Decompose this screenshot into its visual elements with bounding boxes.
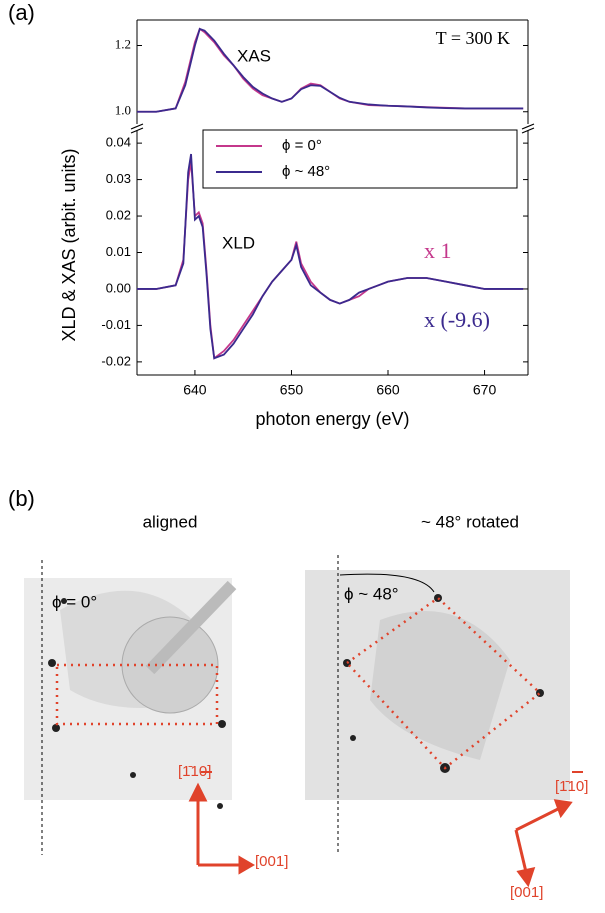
- axis-label: [1̄10]: [178, 763, 211, 780]
- legend-label: ϕ ~ 48°: [282, 163, 330, 180]
- data-line: [137, 153, 524, 360]
- chart-title: XLD: [222, 233, 255, 252]
- axis-label: [1̄10]: [555, 778, 588, 795]
- annotation: x (-9.6): [424, 307, 490, 332]
- x-tick-label: 640: [183, 382, 207, 398]
- y-tick-label: 0.03: [106, 171, 131, 186]
- y-tick-label: 1.2: [115, 36, 131, 51]
- angle-label: ϕ ~ 48°: [344, 584, 399, 603]
- left-image: [24, 578, 237, 809]
- chart-title: XAS: [237, 46, 271, 65]
- legend-label: ϕ = 0°: [282, 137, 322, 154]
- panel-label: (b): [8, 486, 35, 511]
- panel-label: (a): [8, 0, 35, 25]
- y-tick-label: 0.04: [106, 135, 131, 150]
- image-title: ~ 48° rotated: [421, 512, 519, 531]
- image-title: aligned: [143, 512, 198, 531]
- axis-label: [001]: [510, 884, 543, 901]
- y-tick-label: 0.02: [106, 207, 131, 222]
- x-tick-label: 670: [473, 382, 497, 398]
- y-axis-label: XLD & XAS (arbit. units): [59, 148, 79, 341]
- axis-arrows: [188, 771, 583, 888]
- x-axis-label: photon energy (eV): [255, 409, 409, 429]
- y-tick-label: 0.00: [106, 280, 131, 295]
- data-line: [137, 27, 524, 113]
- y-tick-label: 0.01: [106, 244, 131, 259]
- x-tick-label: 660: [376, 382, 400, 398]
- right-image: [305, 570, 570, 800]
- axis-label: [001]: [255, 853, 288, 870]
- angle-label: ϕ = 0°: [52, 592, 97, 611]
- y-tick-label: -0.01: [101, 317, 131, 332]
- annotation: T = 300 K: [436, 28, 510, 48]
- legend: [202, 129, 518, 189]
- y-tick-label: 1.0: [115, 103, 131, 118]
- y-tick-label: -0.02: [101, 353, 131, 368]
- x-tick-label: 650: [280, 382, 304, 398]
- annotation: x 1: [424, 238, 452, 263]
